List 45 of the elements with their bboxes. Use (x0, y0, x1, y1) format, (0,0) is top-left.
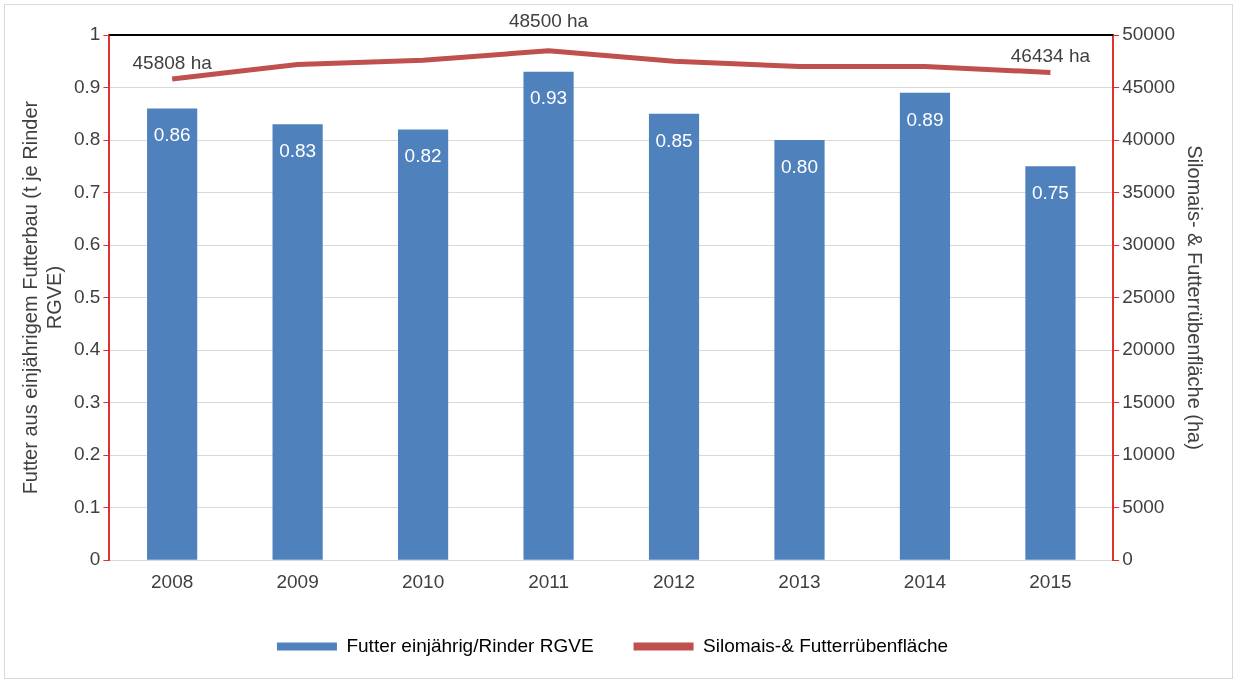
data-label: 45808 ha (132, 51, 213, 73)
y2-tick-label: 15000 (1122, 390, 1176, 412)
y2-tick-label: 0 (1122, 548, 1133, 570)
y2-tick-label: 50000 (1122, 23, 1176, 45)
y2-tick-label: 25000 (1122, 285, 1176, 307)
data-label: 0.89 (906, 108, 944, 130)
data-label: 0.86 (153, 124, 191, 146)
y-tick-label: 0.9 (73, 75, 101, 97)
y-tick-label: 1 (89, 23, 101, 45)
y-tick-label: 0.7 (73, 180, 101, 202)
x-tick-label: 2010 (401, 570, 445, 592)
x-tick-label: 2009 (276, 570, 319, 592)
y2-axis-title: Silomais- & Futterrübenfläche (ha) (1184, 145, 1207, 450)
y-tick-label: 0.5 (73, 285, 101, 307)
y-axis-title: Futter aus einjährigem Futterbau (t je Rinder RGVE) (18, 100, 65, 495)
y2-tick-label: 40000 (1122, 128, 1176, 150)
legend-label: Futter einjährig/Rinder RGVE (346, 634, 594, 656)
y-tick-label: 0.1 (73, 495, 101, 517)
y2-tick-label: 10000 (1122, 443, 1176, 465)
y-tick-label: 0.8 (73, 128, 101, 150)
data-label: 0.82 (404, 145, 442, 167)
x-tick-label: 2015 (1029, 570, 1072, 592)
y2-tick-label: 30000 (1122, 233, 1176, 255)
data-label: 0.80 (781, 155, 818, 177)
legend-label: Silomais-& Futterrübenfläche (703, 634, 949, 656)
data-label: 0.83 (279, 140, 317, 162)
x-tick-label: 2014 (903, 570, 947, 592)
y2-tick-label: 45000 (1122, 75, 1176, 97)
y2-tick-label: 5000 (1122, 495, 1165, 517)
x-tick-label: 2012 (652, 570, 696, 592)
data-label: 0.85 (655, 129, 693, 151)
y-tick-label: 0.2 (73, 443, 101, 465)
x-tick-label: 2011 (528, 570, 569, 592)
y2-tick-label: 35000 (1122, 180, 1176, 202)
y-tick-label: 0.4 (73, 338, 101, 360)
y-tick-label: 0.6 (73, 233, 101, 255)
data-label: 0.75 (1031, 182, 1069, 204)
y2-tick-label: 20000 (1122, 338, 1176, 360)
x-tick-label: 2013 (778, 570, 821, 592)
data-label: 46434 ha (1010, 45, 1091, 67)
x-tick-label: 2008 (151, 570, 194, 592)
data-label: 0.93 (530, 87, 568, 109)
y-tick-label: 0.3 (73, 390, 101, 412)
data-label: 48500 ha (508, 9, 589, 31)
y-tick-label: 0 (89, 548, 101, 570)
